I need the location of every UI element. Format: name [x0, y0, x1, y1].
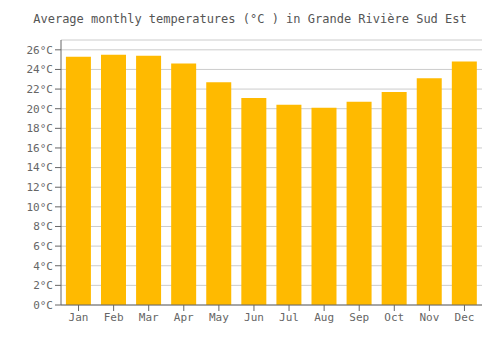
svg-text:Feb: Feb — [104, 311, 124, 324]
svg-text:24°C: 24°C — [27, 63, 54, 76]
svg-text:Oct: Oct — [384, 311, 404, 324]
svg-text:20°C: 20°C — [27, 103, 54, 116]
svg-text:Jan: Jan — [69, 311, 89, 324]
svg-text:Jun: Jun — [244, 311, 264, 324]
svg-text:Mar: Mar — [139, 311, 159, 324]
svg-text:16°C: 16°C — [27, 142, 54, 155]
svg-text:Sep: Sep — [349, 311, 369, 324]
svg-text:2°C: 2°C — [33, 279, 53, 292]
svg-text:4°C: 4°C — [33, 260, 53, 273]
svg-text:Aug: Aug — [314, 311, 334, 324]
svg-text:8°C: 8°C — [33, 220, 53, 233]
svg-text:0°C: 0°C — [33, 299, 53, 312]
svg-text:Jul: Jul — [279, 311, 299, 324]
svg-text:Dec: Dec — [455, 311, 475, 324]
html-text:Average monthly temperatures (: Average monthly temperatures (°C ) in Gr… — [33, 12, 467, 26]
svg-text:Nov: Nov — [419, 311, 439, 324]
svg-text:Apr: Apr — [174, 311, 194, 324]
svg-text:22°C: 22°C — [27, 83, 54, 96]
svg-text:14°C: 14°C — [27, 161, 54, 174]
svg-text:12°C: 12°C — [27, 181, 54, 194]
svg-text:May: May — [209, 311, 229, 324]
svg-text:6°C: 6°C — [33, 240, 53, 253]
svg-text:26°C: 26°C — [27, 44, 54, 57]
svg-text:10°C: 10°C — [27, 201, 54, 214]
svg-text:18°C: 18°C — [27, 122, 54, 135]
